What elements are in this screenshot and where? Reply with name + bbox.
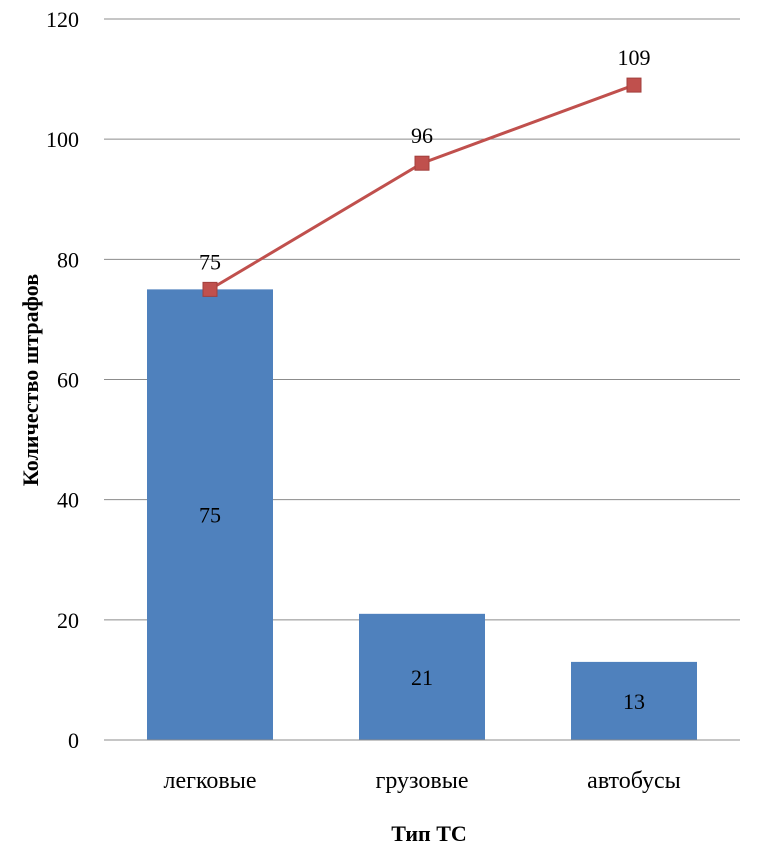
cumulative-line-series [202,77,642,297]
x-axis-title: Тип ТС [391,821,467,846]
line-marker [202,281,218,297]
cumulative-line [209,83,635,291]
bar-data-label: 13 [623,689,645,714]
bar [359,613,485,740]
line-data-label: 109 [618,45,651,70]
y-tick-label: 60 [57,368,79,393]
line-marker [414,155,430,171]
y-tick-label: 120 [46,7,79,32]
y-tick-label: 40 [57,488,79,513]
line-data-label: 96 [411,123,433,148]
bar [147,289,273,740]
y-tick-label: 20 [57,608,79,633]
axes: 0 20 40 60 80 100 120 легковые грузовые автобусы [46,7,740,794]
line-data-label: 75 [199,249,221,274]
line-marker [626,77,642,93]
y-axis-title: Количество штрафов [18,274,43,486]
x-tick-label: легковые [163,768,256,794]
bar [571,661,697,740]
y-tick-label: 0 [68,728,79,753]
x-tick-label: автобусы [587,768,681,794]
bar-data-label: 75 [199,503,221,528]
data-labels: 75 21 13 75 96 109 [199,45,651,714]
y-tick-label: 100 [46,127,79,152]
y-tick-label: 80 [57,247,79,272]
bar-data-label: 21 [411,665,433,690]
x-tick-label: грузовые [376,768,469,794]
bar-series [147,289,697,740]
